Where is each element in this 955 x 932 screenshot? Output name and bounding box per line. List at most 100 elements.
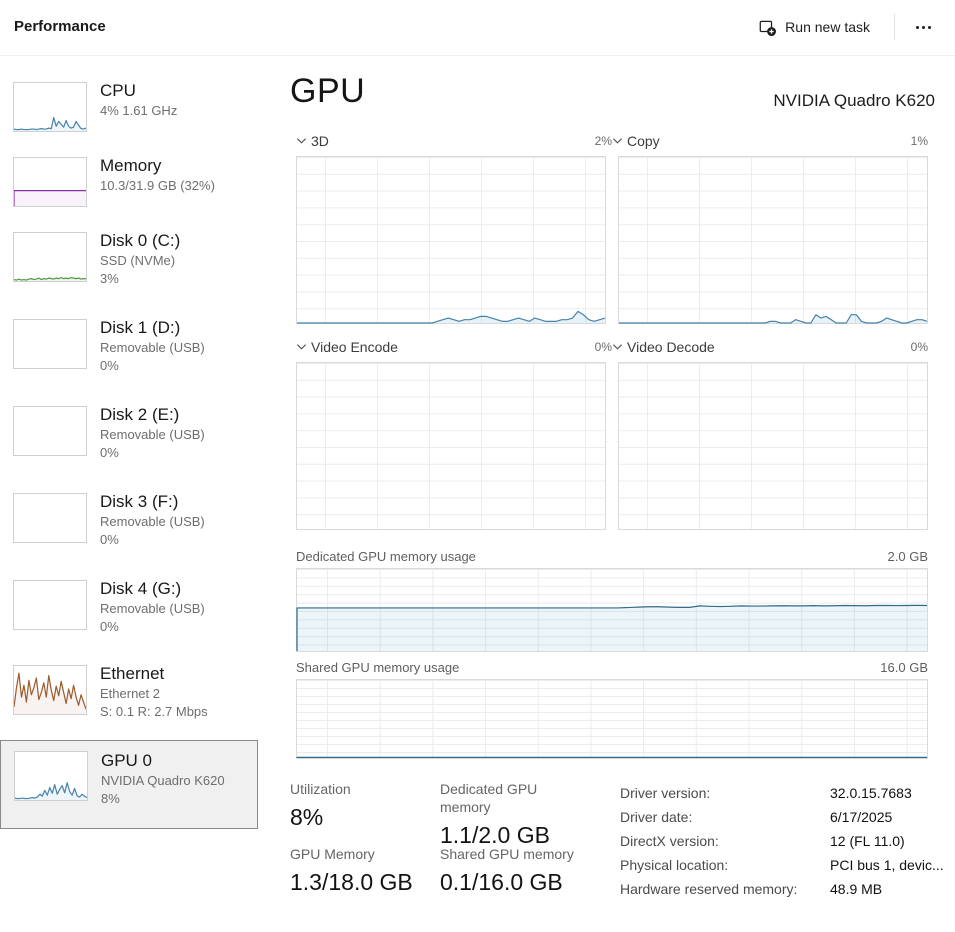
sidebar-item-disk2[interactable]: Disk 2 (E:) Removable (USB) 0% (0, 404, 258, 476)
detail-label: Driver version: (620, 785, 711, 801)
stat-label-dedicated-memory: Dedicated GPU memory (440, 781, 538, 815)
sidebar-item-sub: Ethernet 2 (100, 686, 160, 701)
topbar-divider (894, 14, 895, 40)
sidebar-item-sub2: S: 0.1 R: 2.7 Mbps (100, 704, 208, 719)
detail-value: 48.9 MB (830, 881, 883, 897)
sidebar-item-sub2: 3% (100, 271, 119, 286)
sidebar-item-disk1[interactable]: Disk 1 (D:) Removable (USB) 0% (0, 317, 258, 389)
sidebar-item-title: Memory (100, 156, 162, 175)
section-title: 3D (311, 133, 329, 149)
gpu-detail-panel: GPU NVIDIA Quadro K620 3D 2% Copy 1% (278, 57, 955, 932)
dedicated-memory-label: Dedicated GPU memory usage (296, 549, 476, 564)
shared-memory-label: Shared GPU memory usage (296, 660, 460, 675)
sidebar-item-sub: Removable (USB) (100, 427, 205, 442)
detail-label: Driver date: (620, 809, 693, 825)
sidebar-item-title: Disk 3 (F:) (100, 492, 179, 511)
detail-value: 32.0.15.7683 (830, 785, 912, 801)
stat-value-gpu-memory: 1.3/18.0 GB (290, 869, 413, 895)
chart-dedicated-memory (296, 568, 928, 652)
chart-video-decode (618, 362, 928, 530)
section-header-video-decode[interactable]: Video Decode 0% (612, 338, 928, 356)
stat-value-dedicated-memory: 1.1/2.0 GB (440, 822, 550, 848)
disk3-mini-chart (13, 493, 87, 543)
section-header-copy[interactable]: Copy 1% (612, 132, 928, 150)
sidebar-item-title: Disk 2 (E:) (100, 405, 180, 424)
shared-memory-max: 16.0 GB (880, 660, 928, 675)
stat-label-shared-memory: Shared GPU memory (440, 846, 574, 862)
sidebar-item-sub: Removable (USB) (100, 340, 205, 355)
sidebar-item-sub: 4% 1.61 GHz (100, 103, 178, 118)
sidebar-item-title: Disk 1 (D:) (100, 318, 181, 337)
detail-row: DirectX version: 12 (FL 11.0) (620, 829, 950, 853)
detail-row: Hardware reserved memory: 48.9 MB (620, 877, 950, 901)
detail-value: 6/17/2025 (830, 809, 893, 825)
section-value: 0% (594, 340, 612, 354)
run-new-task-button[interactable]: Run new task (749, 10, 880, 44)
detail-label: Physical location: (620, 857, 729, 873)
sidebar-item-disk3[interactable]: Disk 3 (F:) Removable (USB) 0% (0, 491, 258, 563)
section-value: 0% (910, 340, 928, 354)
disk4-mini-chart (13, 580, 87, 630)
detail-label: DirectX version: (620, 833, 719, 849)
sidebar-item-gpu0[interactable]: GPU 0 NVIDIA Quadro K620 8% (0, 740, 258, 829)
sidebar-item-sub: 10.3/31.9 GB (32%) (100, 178, 215, 193)
stat-value-utilization: 8% (290, 804, 324, 830)
ethernet-mini-chart (13, 665, 87, 715)
sidebar-item-sub: SSD (NVMe) (100, 253, 176, 268)
gpu-driver-details: Driver version: 32.0.15.7683 Driver date… (620, 781, 950, 901)
sidebar-item-cpu[interactable]: CPU 4% 1.61 GHz (0, 80, 258, 138)
ellipsis-icon (915, 25, 919, 29)
sidebar-item-sub: Removable (USB) (100, 601, 205, 616)
chart-video-encode (296, 362, 606, 530)
shared-memory-header: Shared GPU memory usage 16.0 GB (296, 660, 928, 675)
sidebar-item-sub2: 0% (100, 619, 119, 634)
sidebar-item-title: GPU 0 (101, 751, 153, 770)
gpu-device-name: NVIDIA Quadro K620 (773, 91, 935, 110)
stat-label-gpu-memory: GPU Memory (290, 846, 375, 862)
page-title: Performance (14, 18, 106, 35)
sidebar-item-memory[interactable]: Memory 10.3/31.9 GB (32%) (0, 155, 258, 213)
memory-mini-chart (13, 157, 87, 207)
sidebar-item-disk0[interactable]: Disk 0 (C:) SSD (NVMe) 3% (0, 230, 258, 302)
chart-copy (618, 156, 928, 324)
section-value: 1% (910, 134, 928, 148)
chevron-down-icon (296, 138, 307, 144)
detail-row: Driver date: 6/17/2025 (620, 805, 950, 829)
section-title: Video Encode (311, 339, 398, 355)
disk2-mini-chart (13, 406, 87, 456)
run-new-task-label: Run new task (785, 19, 870, 35)
disk0-mini-chart (13, 232, 87, 282)
disk1-mini-chart (13, 319, 87, 369)
detail-row: Physical location: PCI bus 1, devic... (620, 853, 950, 877)
section-value: 2% (594, 134, 612, 148)
gpu0-mini-chart (14, 751, 88, 801)
section-header-video-encode[interactable]: Video Encode 0% (296, 338, 612, 356)
cpu-mini-chart (13, 82, 87, 132)
section-title: Copy (627, 133, 660, 149)
top-bar: Performance Run new task (0, 0, 955, 56)
chevron-down-icon (612, 344, 623, 350)
more-options-button[interactable] (905, 14, 941, 40)
sidebar-item-sub2: 0% (100, 445, 119, 460)
detail-value: 12 (FL 11.0) (830, 833, 905, 849)
sidebar-item-title: Ethernet (100, 664, 165, 683)
sidebar-item-sub: Removable (USB) (100, 514, 205, 529)
performance-sidebar: CPU 4% 1.61 GHz Memory 10.3/31.9 GB (32%… (0, 57, 262, 932)
sidebar-item-ethernet[interactable]: Ethernet Ethernet 2 S: 0.1 R: 2.7 Mbps (0, 663, 258, 735)
chart-3d (296, 156, 606, 324)
section-title: Video Decode (627, 339, 715, 355)
chart-shared-memory (296, 679, 928, 759)
gpu-panel-title: GPU (290, 72, 366, 110)
section-header-3d[interactable]: 3D 2% (296, 132, 612, 150)
sidebar-item-title: Disk 4 (G:) (100, 579, 182, 598)
stat-label-utilization: Utilization (290, 781, 351, 797)
dedicated-memory-header: Dedicated GPU memory usage 2.0 GB (296, 549, 928, 564)
stat-value-shared-memory: 0.1/16.0 GB (440, 869, 563, 895)
sidebar-item-disk4[interactable]: Disk 4 (G:) Removable (USB) 0% (0, 578, 258, 650)
detail-label: Hardware reserved memory: (620, 881, 798, 897)
dedicated-memory-max: 2.0 GB (887, 549, 928, 564)
detail-value: PCI bus 1, devic... (830, 857, 944, 873)
chevron-down-icon (296, 344, 307, 350)
sidebar-item-title: Disk 0 (C:) (100, 231, 181, 250)
